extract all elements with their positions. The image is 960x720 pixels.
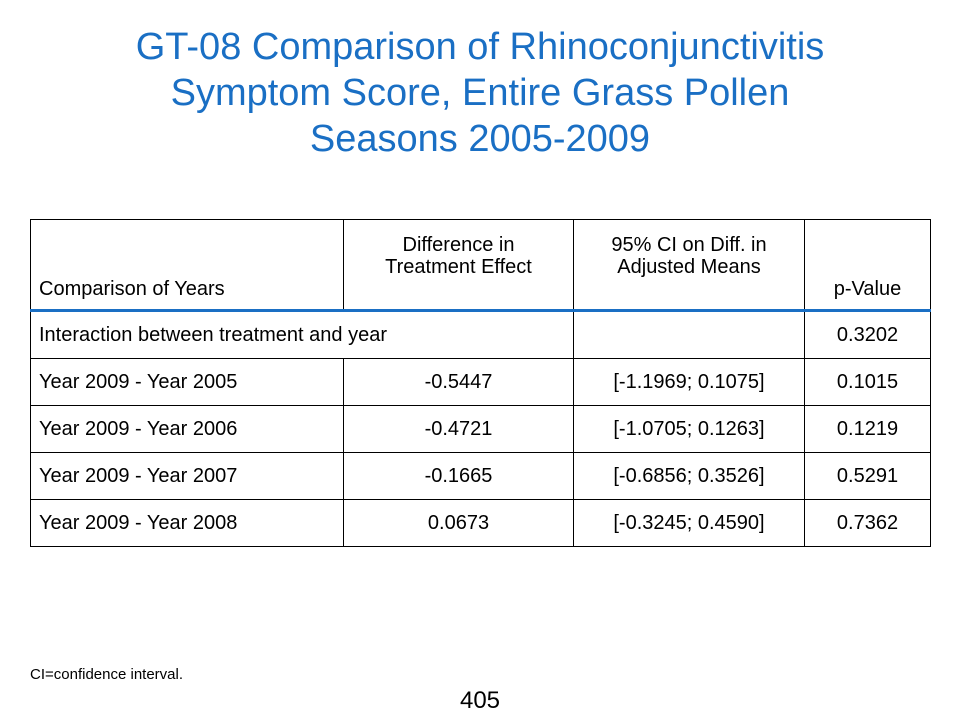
table-row: Year 2009 - Year 2008 0.0673 [-0.3245; 0… — [30, 499, 931, 547]
p-value-cell: 0.1219 — [804, 405, 931, 453]
header-comparison-of-years: Comparison of Years — [30, 219, 344, 312]
comparison-cell: Year 2009 - Year 2005 — [30, 358, 344, 406]
header-difference-line-1: Difference in — [402, 234, 515, 256]
comparison-cell: Year 2009 - Year 2007 — [30, 452, 344, 500]
ci-cell: [-0.3245; 0.4590] — [573, 499, 805, 547]
difference-cell: 0.0673 — [343, 499, 574, 547]
p-value-cell: 0.1015 — [804, 358, 931, 406]
title-line-2: Symptom Score, Entire Grass Pollen — [170, 72, 790, 114]
header-p-value: p-Value — [804, 219, 931, 312]
header-ci-line-1: 95% CI on Diff. in — [611, 234, 767, 256]
title-line-3: Seasons 2005-2009 — [309, 118, 651, 160]
header-confidence-interval: 95% CI on Diff. in Adjusted Means — [573, 219, 805, 312]
comparison-table: Comparison of Years Difference in Treatm… — [30, 219, 931, 547]
header-difference-in-treatment-effect: Difference in Treatment Effect — [343, 219, 574, 312]
difference-cell: -0.5447 — [343, 358, 574, 406]
interaction-row: Interaction between treatment and year 0… — [30, 310, 931, 359]
comparison-cell: Year 2009 - Year 2006 — [30, 405, 344, 453]
header-difference-line-2: Treatment Effect — [385, 256, 532, 278]
ci-cell: [-1.1969; 0.1075] — [573, 358, 805, 406]
footnote: CI=confidence interval. — [30, 666, 184, 683]
table-row: Year 2009 - Year 2007 -0.1665 [-0.6856; … — [30, 452, 931, 500]
ci-cell: [-0.6856; 0.3526] — [573, 452, 805, 500]
interaction-p-value: 0.3202 — [804, 310, 931, 359]
table-header-row: Comparison of Years Difference in Treatm… — [30, 219, 931, 312]
p-value-cell: 0.7362 — [804, 499, 931, 547]
title-line-1: GT-08 Comparison of Rhinoconjunctivitis — [135, 26, 825, 68]
page-number: 405 — [459, 687, 501, 714]
p-value-cell: 0.5291 — [804, 452, 931, 500]
table-row: Year 2009 - Year 2006 -0.4721 [-1.0705; … — [30, 405, 931, 453]
difference-cell: -0.4721 — [343, 405, 574, 453]
header-ci-line-2: Adjusted Means — [617, 256, 761, 278]
comparison-cell: Year 2009 - Year 2008 — [30, 499, 344, 547]
ci-cell: [-1.0705; 0.1263] — [573, 405, 805, 453]
slide-title: GT-08 Comparison of Rhinoconjunctivitis … — [30, 24, 930, 162]
difference-cell: -0.1665 — [343, 452, 574, 500]
interaction-ci-empty — [573, 310, 805, 359]
interaction-label: Interaction between treatment and year — [30, 310, 574, 359]
table-row: Year 2009 - Year 2005 -0.5447 [-1.1969; … — [30, 358, 931, 406]
